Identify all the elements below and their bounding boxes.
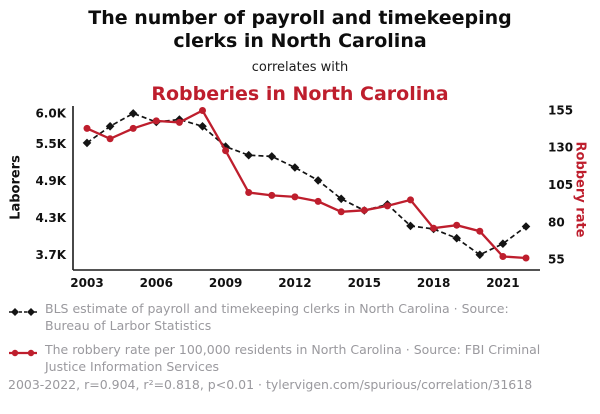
data-point-robbery [337,208,345,216]
y-tick-left: 3.7K [35,248,66,262]
series-line-robbery [86,108,527,260]
data-point-robbery [407,196,414,204]
footer-text: 2003-2022, r=0.904, r²=0.818, p<0.01 · t… [8,377,533,392]
data-point-clerks [498,239,508,248]
data-point-clerks [244,150,253,160]
data-point-robbery [453,221,461,229]
chart-plot: 6.0K 5.5K 4.9K 4.3K 3.7K 155 130 105 80 55 2003 200… [35,104,573,291]
x-tick: 2015 [348,276,381,290]
legend-label-robbery: The robbery rate per 100,000 residents i… [45,342,541,374]
y-tick-right: 155 [548,104,573,118]
data-point-robbery [499,253,507,260]
x-tick: 2012 [278,276,311,290]
x-tick: 2003 [70,276,103,290]
x-tick: 2018 [417,276,450,290]
y-tick-left: 5.5K [35,137,66,151]
data-point-robbery [476,227,484,235]
data-point-robbery [268,191,276,199]
y-tick-left: 4.3K [35,211,66,225]
data-point-clerks [290,163,300,172]
data-point-robbery [360,206,368,214]
y-tick-left: 4.9K [35,174,66,188]
x-tick: 2009 [209,276,242,290]
data-point-robbery [152,117,160,125]
correlates-with-label: correlates with [251,60,349,76]
y-axis-title-left: Laborers [8,155,24,220]
plot-area: 6.0K 5.5K 4.9K 4.3K 3.7K 155 130 105 80 55 2003 200… [0,100,600,291]
data-point-robbery [222,147,230,155]
page-title: The number of payroll and timekeeping cl… [0,0,600,53]
y-tick-right: 105 [548,178,573,192]
red-circle-line-icon [8,342,38,363]
y-tick-right: 55 [548,253,565,267]
data-point-robbery [291,193,299,201]
legend-label-clerks: BLS estimate of payroll and timekeeping … [45,301,509,333]
data-point-clerks [267,152,277,161]
data-point-robbery [314,197,322,205]
data-point-robbery [383,202,391,210]
data-point-robbery [522,254,530,262]
legend-item-clerks: BLS estimate of payroll and timekeeping … [8,301,592,334]
data-point-clerks [105,122,115,131]
y-tick-right: 80 [548,215,565,229]
legend-item-robbery: The robbery rate per 100,000 residents i… [8,342,592,375]
data-point-clerks [475,250,485,260]
title-line-1: The number of payroll and timekeeping [88,7,512,29]
data-point-clerks [406,221,415,231]
legend-marker-icon [9,308,37,316]
series-line-clerks [86,112,527,256]
data-point-clerks [452,233,461,243]
x-tick: 2021 [486,276,519,290]
x-tick: 2006 [140,276,173,290]
data-point-robbery [106,135,114,143]
correlate-title: Robberies in North Carolina [151,83,449,106]
y-axis-title-right: Robbery rate [572,141,588,238]
black-dashed-diamond-line-icon [8,301,38,322]
y-tick-right: 130 [548,141,573,155]
data-point-clerks [521,222,531,231]
data-point-robbery [199,107,206,114]
data-point-robbery [129,124,137,132]
data-point-robbery [175,118,183,126]
legend-marker-icon [9,349,37,357]
data-point-robbery [245,189,253,196]
data-point-clerks [128,109,138,118]
y-tick-left: 6.0K [35,106,66,120]
data-point-clerks [313,176,323,185]
legend: BLS estimate of payroll and timekeeping … [8,301,592,383]
title-line-2: clerks in North Carolina [173,30,427,53]
data-point-robbery [83,124,91,132]
plot-content: 6.0K 5.5K 4.9K 4.3K 3.7K 155 130 105 80 55 2003 200… [35,104,573,291]
data-point-robbery [430,224,438,232]
